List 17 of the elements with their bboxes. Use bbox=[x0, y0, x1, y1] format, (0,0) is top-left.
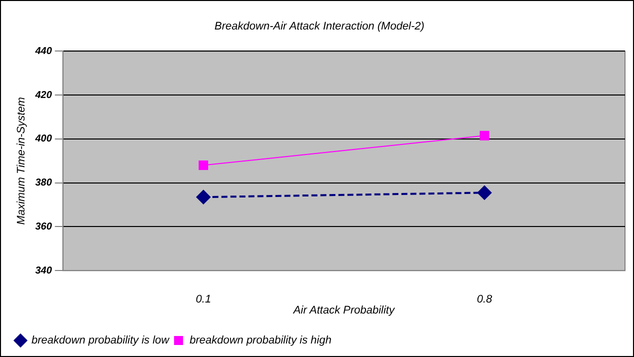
x-tick-label: 0.1 bbox=[196, 293, 212, 306]
legend-label: breakdown probability is low bbox=[32, 334, 170, 347]
chart-title: Breakdown-Air Attack Interaction (Model-2) bbox=[214, 20, 425, 33]
y-tick-label: 360 bbox=[35, 221, 52, 232]
y-tick-label: 400 bbox=[34, 134, 52, 145]
y-tick-label: 420 bbox=[34, 90, 52, 101]
point bbox=[477, 186, 492, 200]
legend-label: breakdown probability is high bbox=[190, 334, 332, 347]
point bbox=[198, 160, 208, 170]
y-tick-label: 380 bbox=[35, 178, 52, 189]
y-tick-label: 440 bbox=[34, 46, 52, 57]
x-tick-label: 0.8 bbox=[476, 293, 493, 306]
y-axis-title: Maximum Time-in-System bbox=[16, 97, 28, 225]
x-axis-title: Air Attack Probability bbox=[292, 304, 396, 316]
point bbox=[196, 190, 210, 204]
y-tick-label: 340 bbox=[35, 265, 52, 276]
point bbox=[480, 130, 490, 140]
